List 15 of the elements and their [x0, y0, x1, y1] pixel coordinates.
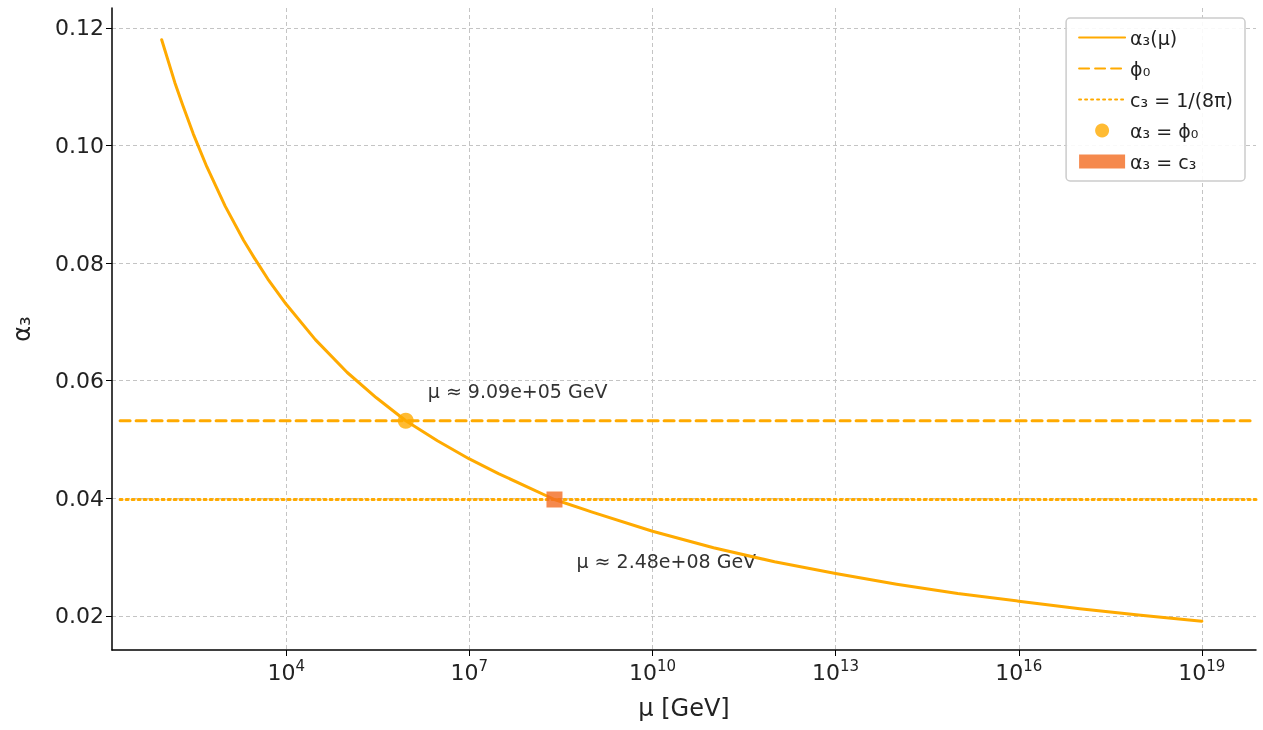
legend-label: α₃ = c₃ — [1130, 150, 1197, 173]
legend-label: α₃(μ) — [1130, 26, 1178, 49]
y-tick-label: 0.10 — [55, 133, 104, 159]
annotation: μ ≈ 2.48e+08 GeV — [576, 550, 757, 573]
legend-label: ϕ₀ — [1130, 57, 1151, 80]
x-axis-title: μ [GeV] — [638, 694, 730, 722]
legend-label: c₃ = 1/(8π) — [1130, 88, 1233, 111]
y-tick-label: 0.04 — [55, 485, 104, 511]
y-tick-label: 0.02 — [55, 603, 104, 629]
y-axis-title: α₃ — [8, 316, 36, 342]
annotation: μ ≈ 9.09e+05 GeV — [427, 379, 608, 402]
y-tick-label: 0.08 — [55, 250, 104, 276]
y-tick-label: 0.06 — [55, 368, 104, 394]
y-tick-label: 0.12 — [55, 15, 104, 41]
legend-label: α₃ = ϕ₀ — [1130, 119, 1199, 142]
